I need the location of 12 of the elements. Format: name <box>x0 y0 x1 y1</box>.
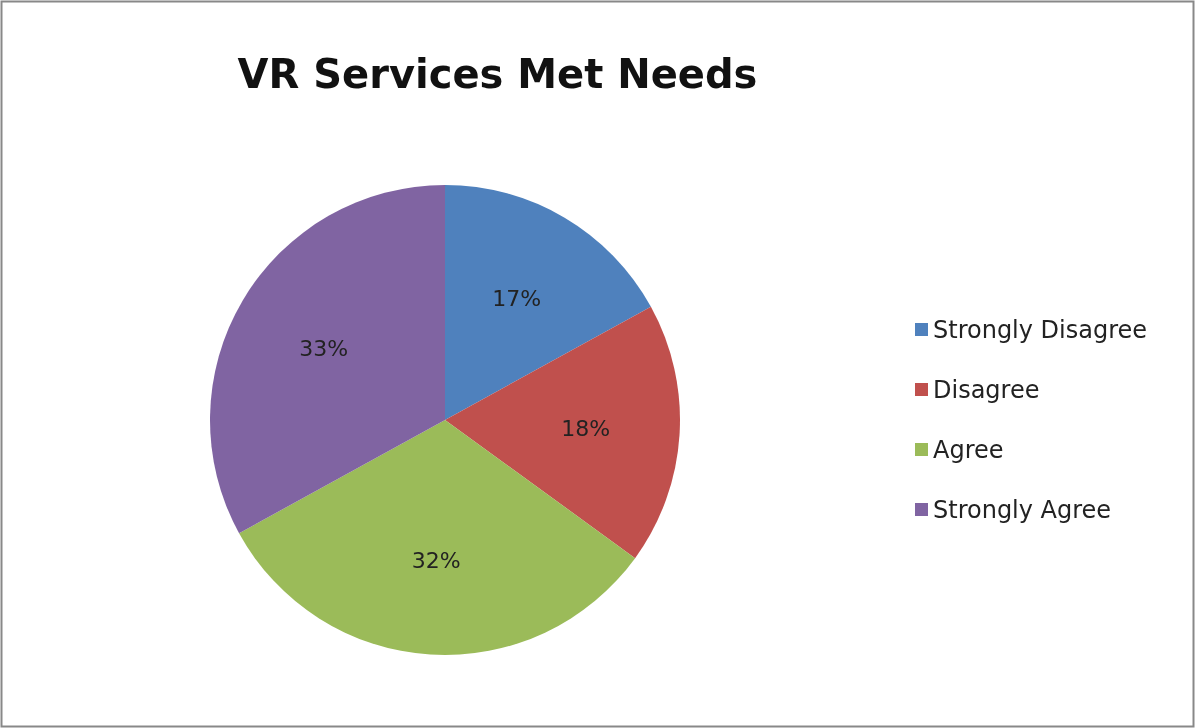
data-label: 18% <box>561 416 611 442</box>
data-label: 32% <box>411 548 461 574</box>
legend-label: Disagree <box>933 376 1040 404</box>
pie-slice <box>445 185 651 420</box>
data-label: 33% <box>299 335 349 361</box>
chart-title: VR Services Met Needs <box>237 51 758 97</box>
pie-slice <box>210 185 445 534</box>
legend-label: Strongly Disagree <box>933 316 1148 344</box>
legend-label: Agree <box>933 436 1004 464</box>
pie-slice <box>239 420 636 655</box>
legend-label: Strongly Agree <box>933 496 1112 524</box>
data-label: 17% <box>492 286 542 312</box>
